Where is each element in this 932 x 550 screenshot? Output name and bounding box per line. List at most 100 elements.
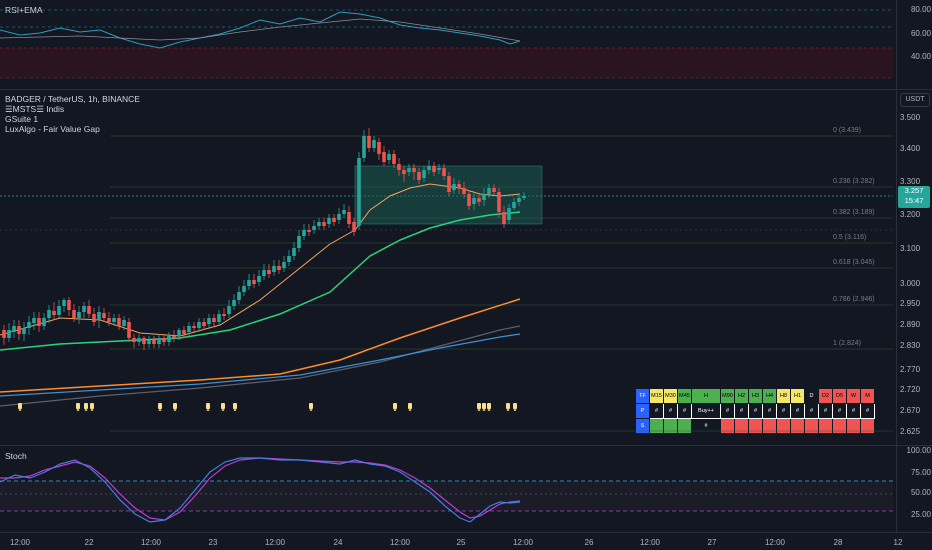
indicator-label[interactable]: ☰MSTS☰ Indis [5,104,65,114]
rsi-line [0,11,521,49]
stoch-tick: 75.00 [910,468,931,477]
candle [507,208,511,220]
candle [287,256,291,262]
buy-signal-marker [506,403,510,409]
time-axis[interactable] [0,533,932,550]
rsi-title: RSI+EMA [5,5,43,15]
signal-cell [720,418,735,434]
candle [22,328,26,334]
candle [112,318,116,322]
time-tick: 26 [584,538,594,547]
buy-signal-marker [221,403,225,409]
time-tick: 12:00 [764,538,786,547]
candle [377,142,381,154]
indicator-label[interactable]: GSuite 1 [5,114,39,124]
candle [467,194,471,206]
buy-signal-marker-base [477,409,481,411]
price-pane[interactable]: BADGER / TetherUS, 1h, BINANCE ☰MSTS☰ In… [0,90,896,445]
stoch-axis[interactable]: 100.00 75.00 50.00 25.00 [896,446,932,532]
candle [272,266,276,272]
signal-cell: # [832,403,847,419]
rsi-axis[interactable]: 80.00 60.00 40.00 [896,0,932,89]
buy-signal-marker-base [513,409,517,411]
candle [302,230,306,236]
candle [257,276,261,282]
candle [422,170,426,178]
stoch-k-line [0,457,521,523]
time-tick: 12:00 [140,538,162,547]
candle [342,210,346,214]
signal-cell: M [860,388,875,404]
buy-signal-marker [76,403,80,409]
candle [512,202,516,208]
bar-countdown: 15:47 [904,196,924,205]
time-tick: 12 [893,538,903,547]
candle [187,326,191,332]
candle [447,176,451,192]
candle [472,198,476,204]
price-axis[interactable]: USDT [896,90,932,445]
candle [202,322,206,326]
signal-cell [734,418,749,434]
time-tick: 12:00 [264,538,286,547]
candle [62,300,66,306]
candle [27,322,31,328]
candle [122,320,126,326]
stoch-tick: 50.00 [910,488,931,497]
signal-cell: W [846,388,861,404]
signal-cell: M45 [677,388,692,404]
time-tick: 12:00 [512,538,534,547]
signal-cell [860,418,875,434]
price-tick: 2.830 [900,341,921,350]
candle [382,152,386,162]
candle [102,313,106,318]
pane-separator[interactable] [0,89,932,90]
candle [387,154,391,160]
buy-signal-marker [158,403,162,409]
candle [292,248,296,256]
candle [127,322,131,338]
buy-signal-marker [393,403,397,409]
candle [207,318,211,324]
signal-cell: # [804,403,819,419]
time-tick: 28 [833,538,843,547]
buy-signal-marker [482,403,486,409]
candle [452,184,456,190]
candle [427,166,431,170]
currency-button[interactable]: USDT [900,93,930,107]
candle [307,230,311,232]
buy-signal-marker [84,403,88,409]
candle [347,212,351,224]
candle [502,212,506,224]
rsi-oversold-band [0,48,893,78]
symbol-title: BADGER / TetherUS, 1h, BINANCE [5,94,140,104]
candle [372,140,376,148]
candle [397,164,401,170]
buy-signal-marker-base [84,409,88,411]
candle [192,326,196,328]
candle [217,314,221,322]
buy-signal-marker [90,403,94,409]
candle [457,184,461,188]
candle [282,262,286,268]
candle [222,314,226,316]
stoch-title: Stoch [5,451,27,461]
buy-signal-marker-base [76,409,80,411]
candle [12,326,16,332]
candle [92,314,96,322]
candle [497,192,501,212]
buy-signal-marker [309,403,313,409]
pane-separator[interactable] [0,445,932,446]
buy-signal-marker-base [506,409,510,411]
indicator-label[interactable]: LuxAlgo - Fair Value Gap [5,124,100,134]
signal-cell [762,418,777,434]
signal-cell: H2 [734,388,749,404]
buy-signal-marker-base [90,409,94,411]
price-tick: 3.500 [900,113,921,122]
price-tick: 3.300 [900,177,921,186]
fib-label: 0.382 (3.189) [833,209,875,216]
candle [182,330,186,334]
candle [42,318,46,326]
candle [137,338,141,342]
